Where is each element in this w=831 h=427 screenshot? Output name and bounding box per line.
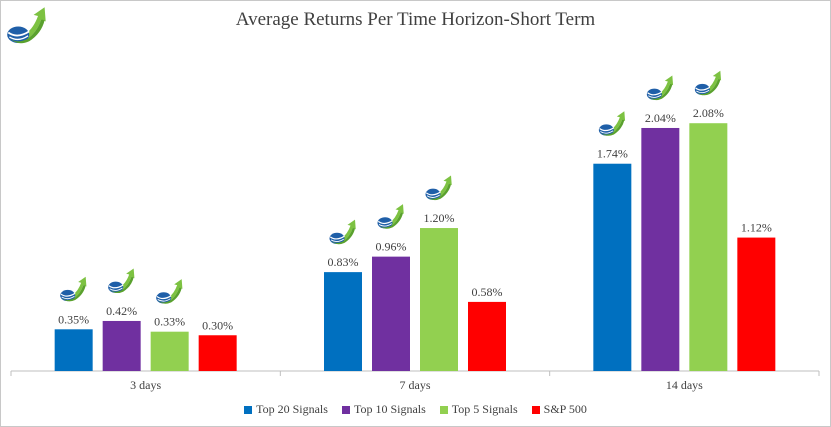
logo-icon <box>694 70 722 96</box>
data-label: 2.04% <box>645 111 676 125</box>
bar <box>54 329 93 371</box>
bar <box>737 237 776 371</box>
data-label: 0.58% <box>472 285 503 299</box>
bar <box>420 228 458 371</box>
logo-icon <box>59 276 88 302</box>
legend-label: Top 20 Signals <box>256 402 328 416</box>
chart-title: Average Returns Per Time Horizon-Short T… <box>235 9 596 30</box>
legend-swatch <box>244 405 253 414</box>
data-label: 0.33% <box>154 315 185 329</box>
bar <box>102 320 141 371</box>
x-tick-label: 7 days <box>400 378 431 392</box>
bar <box>689 123 728 371</box>
logo-icon <box>5 5 49 54</box>
logo-icon <box>598 110 626 137</box>
logo-icon <box>107 267 136 294</box>
legend-item: Top 10 Signals <box>341 402 426 417</box>
logo-icon <box>376 203 405 230</box>
logo-icon <box>646 74 674 101</box>
bar <box>641 127 680 372</box>
data-label: 1.12% <box>741 221 772 235</box>
legend-label: S&P 500 <box>543 402 587 416</box>
logo-icon <box>424 174 453 201</box>
bar <box>593 163 632 371</box>
data-label: 0.35% <box>58 312 89 326</box>
legend-item: Top 5 Signals <box>439 402 518 417</box>
legend-swatch <box>531 405 540 414</box>
data-label: 0.83% <box>328 255 359 269</box>
chart-legend: Top 20 Signals Top 10 Signals Top 5 Signal… <box>1 402 830 417</box>
bar <box>150 331 189 371</box>
data-label: 2.08% <box>693 106 724 120</box>
logo-icon <box>328 219 357 245</box>
x-tick-label: 3 days <box>130 378 161 392</box>
x-tick-label: 14 days <box>666 378 703 392</box>
logo-icon <box>155 278 184 305</box>
bar <box>468 301 506 371</box>
bar <box>198 335 237 371</box>
data-label: 1.20% <box>424 211 455 225</box>
legend-label: Top 10 Signals <box>353 402 426 416</box>
data-label: 1.74% <box>597 147 628 161</box>
legend-swatch <box>341 405 350 414</box>
legend-swatch <box>439 405 448 414</box>
legend-item: Top 20 Signals <box>244 402 328 417</box>
legend-label: Top 5 Signals <box>451 402 518 416</box>
bar <box>324 272 362 371</box>
data-label: 0.42% <box>106 304 137 318</box>
legend-item: S&P 500 <box>531 402 587 417</box>
data-label: 0.96% <box>376 240 407 254</box>
data-label: 0.30% <box>202 318 233 332</box>
bar <box>372 256 410 371</box>
